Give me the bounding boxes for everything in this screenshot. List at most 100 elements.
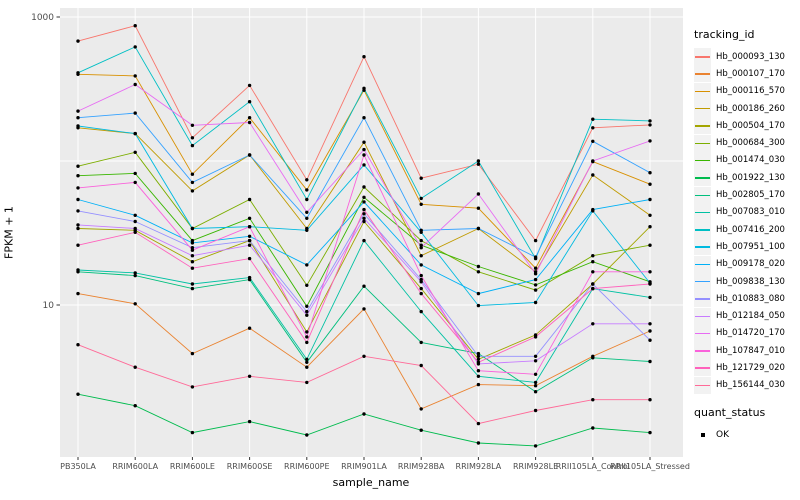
data-point-Hb_009178_020-RRIM928LE (533, 277, 538, 282)
legend-items-quant-status: OK (694, 426, 798, 444)
data-point-Hb_012184_050-RRIM600LE (190, 254, 195, 258)
data-point-Hb_000186_260-RRII105LA_Control (591, 173, 595, 177)
data-point-Hb_107847_010-RRIM600LE (190, 248, 195, 252)
data-point-Hb_000093_130-RRIM901LA (362, 55, 366, 59)
data-point-Hb_000107_170-RRIM600LA (133, 302, 137, 306)
data-point-Hb_007083_010-RRIM600LA (133, 271, 137, 275)
data-point-Hb_001474_030-RRIM600LA (133, 171, 137, 176)
data-point-Hb_000504_170-RRIM928LA (476, 357, 481, 361)
data-point-Hb_156144_030-PB350LA (76, 343, 80, 347)
legend-key-swatch (694, 169, 711, 187)
legend-key-swatch (694, 117, 711, 135)
data-point-Hb_001922_130-RRIM928LE (533, 444, 538, 448)
data-point-Hb_001474_030-RRIM600PE (305, 304, 309, 308)
data-point-Hb_009178_020-RRII105LA_Stressed (648, 197, 652, 202)
legend-item-Hb_156144_030: Hb_156144_030 (694, 376, 798, 394)
legend-label: Hb_001922_130 (716, 172, 785, 183)
legend-label: Hb_007416_200 (716, 224, 785, 235)
data-point-Hb_010883_080-RRIM600SE (247, 238, 252, 243)
data-point-Hb_000684_300-RRIM600PE (305, 283, 309, 287)
data-point-Hb_009838_130-RRIM600LA (133, 111, 137, 115)
data-point-Hb_010883_080-RRIM928LA (476, 354, 481, 358)
data-point-Hb_010883_080-RRII105LA_Stressed (648, 338, 652, 342)
data-point-Hb_001922_130-PB350LA (76, 392, 80, 396)
data-point-Hb_007951_100-RRIM600LA (133, 131, 137, 136)
legend-key-line (695, 90, 710, 93)
data-point-Hb_007416_200-RRIM901LA (362, 86, 366, 91)
data-point-Hb_001474_030-RRIM600SE (247, 216, 252, 220)
legend-item-Hb_000186_260: Hb_000186_260 (694, 100, 798, 118)
x-tick-label-RRIM600PE: RRIM600PE (284, 462, 330, 471)
data-point-Hb_009178_020-RRIM600LA (133, 213, 137, 217)
legend-key-swatch (694, 273, 711, 290)
data-point-Hb_000093_130-RRIM600LA (133, 24, 137, 28)
data-point-Hb_156144_030-RRIM928LE (533, 408, 538, 413)
data-point-Hb_000684_300-RRII105LA_Stressed (648, 243, 652, 247)
legend-key-line (695, 298, 710, 300)
data-point-Hb_007083_010-RRIM600PE (305, 357, 309, 361)
data-point-Hb_107847_010-RRIM928LE (533, 372, 538, 376)
data-point-Hb_121729_020-RRIM600LA (133, 230, 137, 234)
data-point-Hb_009838_130-RRIM928LA (476, 226, 481, 231)
data-point-Hb_000684_300-RRIM600LA (133, 150, 137, 154)
data-point-Hb_007416_200-RRIM600LA (133, 45, 137, 49)
legend-key-line (695, 367, 710, 369)
data-point-Hb_012184_050-RRIM928LE (533, 359, 538, 363)
legend-key-line (695, 263, 710, 266)
legend-item-Hb_007416_200: Hb_007416_200 (694, 221, 798, 239)
data-point-Hb_000684_300-PB350LA (76, 164, 80, 168)
legend-key-line (695, 177, 710, 179)
data-point-Hb_002805_170-RRII105LA_Stressed (648, 359, 652, 364)
legend-item-Hb_002805_170: Hb_002805_170 (694, 186, 798, 204)
legend-key-line (695, 350, 710, 352)
legend-label: Hb_000116_570 (716, 86, 785, 97)
legend-key-swatch (694, 238, 711, 256)
legend-label: Hb_000093_130 (716, 51, 785, 62)
data-point-Hb_000093_130-RRIM600LE (190, 136, 195, 140)
data-point-Hb_121729_020-RRII105LA_Stressed (648, 282, 652, 286)
data-point-Hb_000684_300-RRIM928BA (419, 238, 423, 243)
data-point-Hb_156144_030-RRIM600SE (247, 374, 252, 378)
legend-label: Hb_001474_030 (716, 155, 785, 166)
data-point-Hb_014720_170-RRIM600LE (190, 123, 195, 128)
x-axis-title: sample_name (332, 476, 410, 489)
y-tick-label-10: 10 (43, 301, 55, 311)
data-point-Hb_012184_050-RRII105LA_Control (591, 322, 595, 326)
data-point-Hb_007416_200-RRIM600LE (190, 143, 195, 148)
data-point-Hb_107847_010-RRIM901LA (362, 153, 366, 157)
legend-items-tracking-id: Hb_000093_130 Hb_000107_170 Hb_000116_570 H… (694, 48, 798, 394)
data-point-Hb_156144_030-RRIM600LE (190, 385, 195, 389)
data-point-Hb_012184_050-RRIM600SE (247, 243, 252, 247)
data-point-Hb_107847_010-RRIM928LA (476, 369, 481, 373)
data-point-Hb_007416_200-RRIM928LA (476, 159, 481, 163)
data-point-Hb_000107_170-RRIM600PE (305, 365, 309, 369)
data-point-Hb_000504_170-RRIM600PE (305, 330, 309, 334)
data-point-Hb_010883_080-RRIM600LE (190, 246, 195, 250)
data-point-Hb_000116_570-RRII105LA_Stressed (648, 182, 652, 186)
data-point-Hb_121729_020-RRIM600PE (305, 340, 309, 345)
data-point-Hb_012184_050-RRIM600LA (133, 226, 137, 231)
data-point-Hb_156144_030-RRIM928LA (476, 421, 481, 426)
legend-label: Hb_014720_170 (716, 328, 785, 339)
legend-key-line (695, 142, 710, 145)
legend-key-swatch (694, 324, 711, 342)
legend-item-Hb_012184_050: Hb_012184_050 (694, 307, 798, 325)
data-point-Hb_121729_020-RRIM928LA (476, 360, 481, 364)
legend-key-swatch (694, 65, 711, 83)
legend-key-swatch (694, 290, 711, 308)
data-point-Hb_009838_130-RRII105LA_Control (591, 139, 595, 143)
data-point-Hb_009838_130-RRIM901LA (362, 116, 366, 120)
data-point-Hb_121729_020-RRIM928LE (533, 335, 538, 339)
y-axis-title: FPKM + 1 (2, 206, 16, 259)
data-point-Hb_009178_020-RRIM600SE (247, 234, 252, 238)
legend-item-Hb_000093_130: Hb_000093_130 (694, 48, 798, 66)
data-point-Hb_007083_010-RRIM901LA (362, 238, 366, 243)
legend-key-line (695, 125, 710, 127)
data-point-Hb_000504_170-RRIM928BA (419, 286, 423, 291)
data-point-Hb_121729_020-RRIM928BA (419, 291, 423, 296)
legend-item-Hb_121729_020: Hb_121729_020 (694, 359, 798, 377)
data-point-Hb_014720_170-RRIM928BA (419, 246, 423, 250)
x-tick-label-RRIM600LA: RRIM600LA (112, 462, 158, 471)
legend-label: Hb_000186_260 (716, 103, 785, 114)
legend-key-swatch (694, 255, 711, 273)
